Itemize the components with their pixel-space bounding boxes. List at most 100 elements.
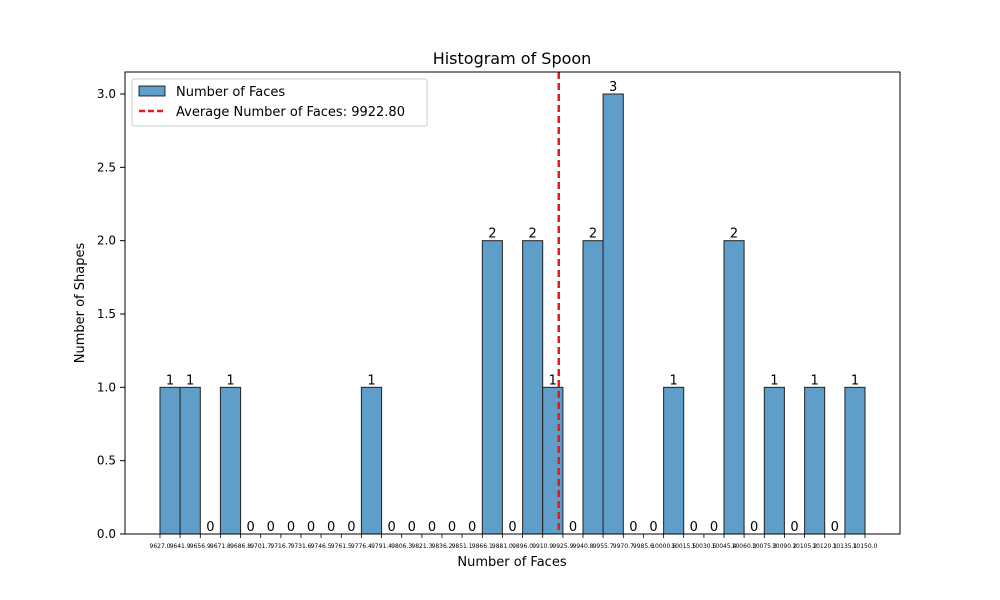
bar-16 <box>481 240 503 535</box>
bar-value-label-3: 1 <box>226 373 234 388</box>
x-tick-label-24: 9985.6 <box>633 543 654 550</box>
chart-title: Histogram of Spoon <box>433 49 592 68</box>
bar-value-label-22: 3 <box>609 80 617 95</box>
y-tick-label-4: 2.0 <box>97 234 116 248</box>
bar-34 <box>844 386 866 535</box>
x-tick-label-28: 10045.4 <box>712 543 737 550</box>
bar-value-label-2: 0 <box>206 520 214 535</box>
x-axis-ticks: 9627.0 9641.9 9656.9 9671.8 9686.8 9701.7 9716… <box>150 534 878 550</box>
x-tick-label-35: 10150.0 <box>853 543 878 550</box>
x-tick-label-31: 10090.2 <box>772 543 797 550</box>
y-axis-label: Number of Shapes <box>73 243 88 364</box>
plot-frame <box>124 71 901 535</box>
x-tick-label-10: 9776.4 <box>351 543 372 550</box>
bar-value-label-19: 1 <box>549 373 557 388</box>
legend-box <box>131 78 428 127</box>
x-axis-label: Number of Faces <box>457 555 566 570</box>
bar-value-label-23: 0 <box>629 520 637 535</box>
x-tick-label-34: 10135.1 <box>833 543 858 550</box>
bar-25 <box>663 386 685 535</box>
bar-value-label-18: 2 <box>529 227 537 242</box>
x-tick-label-30: 10075.3 <box>752 543 777 550</box>
x-tick-label-14: 9836.2 <box>432 543 453 550</box>
y-tick-label-0: 0.0 <box>97 527 116 541</box>
legend-bar-label: Number of Faces <box>176 85 285 100</box>
legend: Number of Faces Average Number of Faces:… <box>131 78 428 127</box>
bar-value-label-13: 0 <box>428 520 436 535</box>
bar-22 <box>602 93 624 535</box>
x-tick-label-22: 9955.7 <box>593 543 614 550</box>
bar-value-label-4: 0 <box>247 520 255 535</box>
x-tick-label-11: 9791.4 <box>371 543 392 550</box>
bar-value-label-0: 1 <box>166 373 174 388</box>
bar-value-label-31: 0 <box>790 520 798 535</box>
y-tick-label-5: 2.5 <box>97 160 116 174</box>
bar-value-label-21: 2 <box>589 227 597 242</box>
bar-0 <box>159 386 181 535</box>
x-tick-label-32: 10105.2 <box>792 543 817 550</box>
bar-value-label-20: 0 <box>569 520 577 535</box>
bar-value-label-27: 0 <box>710 520 718 535</box>
bar-3 <box>219 386 242 535</box>
x-tick-label-23: 9970.7 <box>613 543 634 550</box>
bar-value-label-32: 1 <box>811 373 819 388</box>
x-tick-label-7: 9731.6 <box>291 543 312 550</box>
y-axis-ticks: 0.0 0.5 1.0 1.5 2.0 2.5 3.0 <box>97 87 125 541</box>
legend-bar-swatch <box>138 85 166 97</box>
bar-value-label-8: 0 <box>327 520 335 535</box>
bar-value-label-7: 0 <box>307 520 315 535</box>
bar-value-label-6: 0 <box>287 520 295 535</box>
x-tick-label-25: 10000.6 <box>651 543 676 550</box>
x-tick-label-19: 9910.9 <box>532 543 553 550</box>
x-tick-label-16: 9866.1 <box>472 543 493 550</box>
bar-value-label-1: 1 <box>186 373 194 388</box>
bar-value-label-34: 1 <box>851 373 859 388</box>
bar-value-label-30: 1 <box>770 373 778 388</box>
x-tick-label-2: 9656.9 <box>190 543 211 550</box>
bars-group <box>159 93 866 535</box>
bar-value-label-16: 2 <box>488 227 496 242</box>
bar-value-label-24: 0 <box>649 520 657 535</box>
bar-10 <box>360 386 383 535</box>
x-tick-label-1: 9641.9 <box>170 543 191 550</box>
x-tick-label-13: 9821.3 <box>411 543 432 550</box>
x-tick-label-29: 10060.3 <box>732 543 757 550</box>
bar-value-label-17: 0 <box>508 520 516 535</box>
bar-value-label-12: 0 <box>408 520 416 535</box>
x-tick-label-27: 10030.5 <box>692 543 717 550</box>
bar-value-label-26: 0 <box>690 520 698 535</box>
bar-value-label-25: 1 <box>670 373 678 388</box>
x-tick-label-18: 9896.0 <box>512 543 533 550</box>
bar-32 <box>804 386 826 535</box>
bar-30 <box>763 386 785 535</box>
bar-value-label-9: 0 <box>347 520 355 535</box>
x-tick-label-33: 10120.1 <box>812 543 837 550</box>
x-tick-label-5: 9701.7 <box>250 543 271 550</box>
bar-1 <box>179 386 201 535</box>
bar-value-label-14: 0 <box>448 520 456 535</box>
y-tick-label-3: 1.5 <box>97 307 116 321</box>
y-tick-label-6: 3.0 <box>97 87 116 101</box>
bar-21 <box>582 240 604 535</box>
x-tick-label-12: 9806.3 <box>391 543 412 550</box>
bar-value-label-10: 1 <box>367 373 375 388</box>
legend-average-label: Average Number of Faces: 9922.80 <box>176 105 405 120</box>
x-tick-label-26: 10015.5 <box>671 543 696 550</box>
x-tick-label-4: 9686.8 <box>230 543 251 550</box>
y-tick-label-1: 0.5 <box>97 454 116 468</box>
bar-value-label-33: 0 <box>831 520 839 535</box>
y-tick-label-2: 1.0 <box>97 380 116 394</box>
bar-value-label-29: 0 <box>750 520 758 535</box>
bar-value-label-5: 0 <box>267 520 275 535</box>
x-tick-label-3: 9671.8 <box>210 543 231 550</box>
bar-18 <box>522 240 544 535</box>
x-tick-label-0: 9627.0 <box>150 543 171 550</box>
x-tick-label-9: 9761.5 <box>331 543 352 550</box>
bar-28 <box>723 240 745 535</box>
x-tick-label-20: 9925.9 <box>552 543 573 550</box>
bar-value-label-11: 0 <box>388 520 396 535</box>
x-tick-label-15: 9851.1 <box>452 543 473 550</box>
x-tick-label-6: 9716.7 <box>270 543 291 550</box>
